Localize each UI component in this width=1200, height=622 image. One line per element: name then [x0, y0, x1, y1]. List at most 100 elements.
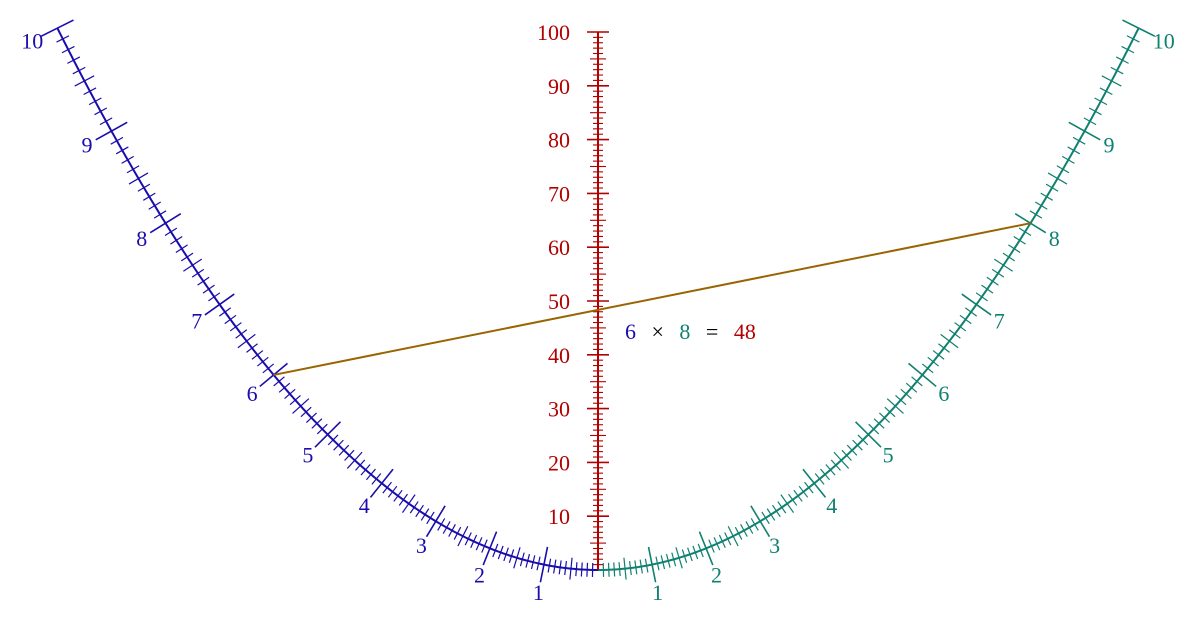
right-scale-minor-tick	[1088, 107, 1102, 116]
left-scale-minor-tick	[128, 172, 149, 185]
left-scale-minor-tick	[420, 508, 430, 521]
left-scale-minor-tick	[289, 394, 301, 406]
left-scale-minor-tick	[553, 559, 557, 574]
right-scale-tick-label: 2	[711, 562, 722, 587]
left-scale-minor-tick	[278, 382, 291, 393]
left-scale-curve-line	[56, 27, 599, 571]
right-scale-minor-tick	[644, 558, 649, 573]
left-scale-tick-label: 10	[21, 29, 43, 54]
right-scale-minor-tick	[1040, 192, 1054, 201]
right-scale-minor-tick	[991, 268, 1005, 278]
right-scale-minor-tick	[927, 356, 940, 367]
right-scale-minor-tick	[639, 559, 643, 574]
right-scale-minor-tick	[675, 547, 683, 569]
right-scale-tick-label: 5	[883, 442, 894, 467]
left-scale-minor-tick	[536, 556, 541, 571]
left-scale-minor-tick	[442, 521, 451, 534]
right-scale-minor-tick	[1045, 183, 1059, 192]
right-scale-minor-tick	[724, 532, 732, 546]
left-scale-major-tick	[425, 505, 446, 538]
right-scale-minor-tick	[692, 545, 699, 560]
left-scale-minor-tick	[398, 493, 408, 506]
left-scale-minor-tick	[508, 549, 515, 563]
left-scale-minor-tick	[547, 558, 552, 573]
left-scale-minor-tick	[453, 526, 462, 540]
left-scale-minor-tick	[284, 388, 296, 400]
right-scale-major-tick	[1122, 19, 1156, 37]
right-scale-tick-label: 8	[1049, 226, 1060, 251]
left-scale-minor-tick	[94, 107, 108, 116]
right-scale-major-tick	[1068, 121, 1101, 141]
left-scale-major-tick	[539, 546, 549, 583]
center-tick-label: 60	[548, 235, 570, 260]
center-product-axis: 10 20 30 40 50 60 70 80 90 100	[537, 20, 609, 570]
right-scale-major-tick	[854, 421, 882, 448]
left-scale-minor-tick	[175, 244, 188, 254]
right-scale-minor-tick	[761, 511, 770, 525]
left-scale-minor-tick	[344, 449, 355, 461]
left-scale-minor-tick	[235, 329, 248, 339]
right-scale-minor-tick	[1061, 155, 1075, 164]
right-scale-minor-tick	[886, 398, 904, 414]
left-scale-minor-tick	[464, 532, 472, 546]
left-scale-tick-label: 4	[359, 493, 370, 518]
left-scale-minor-tick	[497, 545, 504, 560]
left-scale-minor-tick	[180, 252, 194, 262]
left-scale-minor-tick	[72, 66, 86, 75]
right-scale-minor-tick	[879, 412, 891, 424]
right-scale-minor-tick	[727, 526, 739, 547]
left-scale-major-tick	[40, 19, 74, 37]
right-scale-tick-label: 10	[1153, 29, 1175, 54]
right-scale-minor-tick	[613, 562, 616, 577]
left-scale-minor-tick	[170, 236, 183, 245]
left-scale-tick-label: 2	[474, 562, 485, 587]
left-scale-major-tick	[482, 531, 498, 566]
left-scale-minor-tick	[74, 75, 95, 87]
left-scale-minor-tick	[575, 562, 578, 577]
left-scale-minor-tick	[273, 376, 285, 387]
left-scale-minor-tick	[61, 45, 75, 54]
right-scale-minor-tick	[1067, 146, 1081, 155]
right-scale-minor-tick	[820, 468, 831, 481]
left-scale-minor-tick	[503, 547, 509, 562]
left-scale-minor-tick	[457, 526, 469, 547]
left-scale-minor-tick	[530, 555, 536, 570]
right-scale-minor-tick	[793, 489, 803, 502]
left-scale-minor-tick	[426, 511, 435, 525]
right-scale-minor-tick	[1083, 117, 1097, 126]
right-scale-minor-tick	[734, 526, 743, 540]
right-scale-minor-tick	[954, 322, 967, 332]
left-scale-minor-tick	[333, 439, 344, 451]
left-scale-minor-tick	[164, 227, 178, 237]
left-scale-tick-label: 5	[302, 442, 313, 467]
left-scale-major-tick	[95, 121, 128, 141]
center-tick-label: 10	[548, 504, 570, 529]
right-scale-minor-tick	[857, 434, 869, 446]
right-scale-minor-tick	[981, 284, 994, 294]
right-scale-minor-tick	[895, 394, 907, 406]
right-scale-major-tick	[698, 531, 714, 566]
left-scale-minor-tick	[569, 557, 573, 580]
left-scale-minor-tick	[67, 56, 81, 64]
center-tick-label: 30	[548, 397, 570, 422]
left-scale-tick-label: 7	[191, 309, 202, 334]
left-scale-minor-tick	[316, 423, 328, 435]
left-scale-minor-tick	[346, 451, 363, 469]
right-scale-minor-tick	[1110, 66, 1124, 75]
left-scale-minor-tick	[126, 165, 140, 174]
left-scale-minor-tick	[202, 284, 215, 294]
left-scale-minor-tick	[365, 468, 376, 481]
right-scale-major-tick	[802, 468, 827, 498]
left-scale-minor-tick	[256, 356, 269, 367]
left-scale-minor-tick	[110, 136, 124, 145]
left-scale-minor-tick	[437, 518, 446, 531]
left-scale-tick-label: 1	[533, 580, 544, 605]
right-scale-major-tick	[750, 505, 771, 538]
right-scale-major-tick	[908, 362, 937, 388]
right-scale-major-tick	[961, 293, 992, 316]
right-scale-minor-tick	[618, 562, 621, 577]
right-scale-minor-tick	[772, 504, 781, 518]
right-scale-minor-tick	[1056, 165, 1070, 174]
right-scale-minor-tick	[948, 329, 961, 339]
left-scale-minor-tick	[371, 473, 382, 485]
